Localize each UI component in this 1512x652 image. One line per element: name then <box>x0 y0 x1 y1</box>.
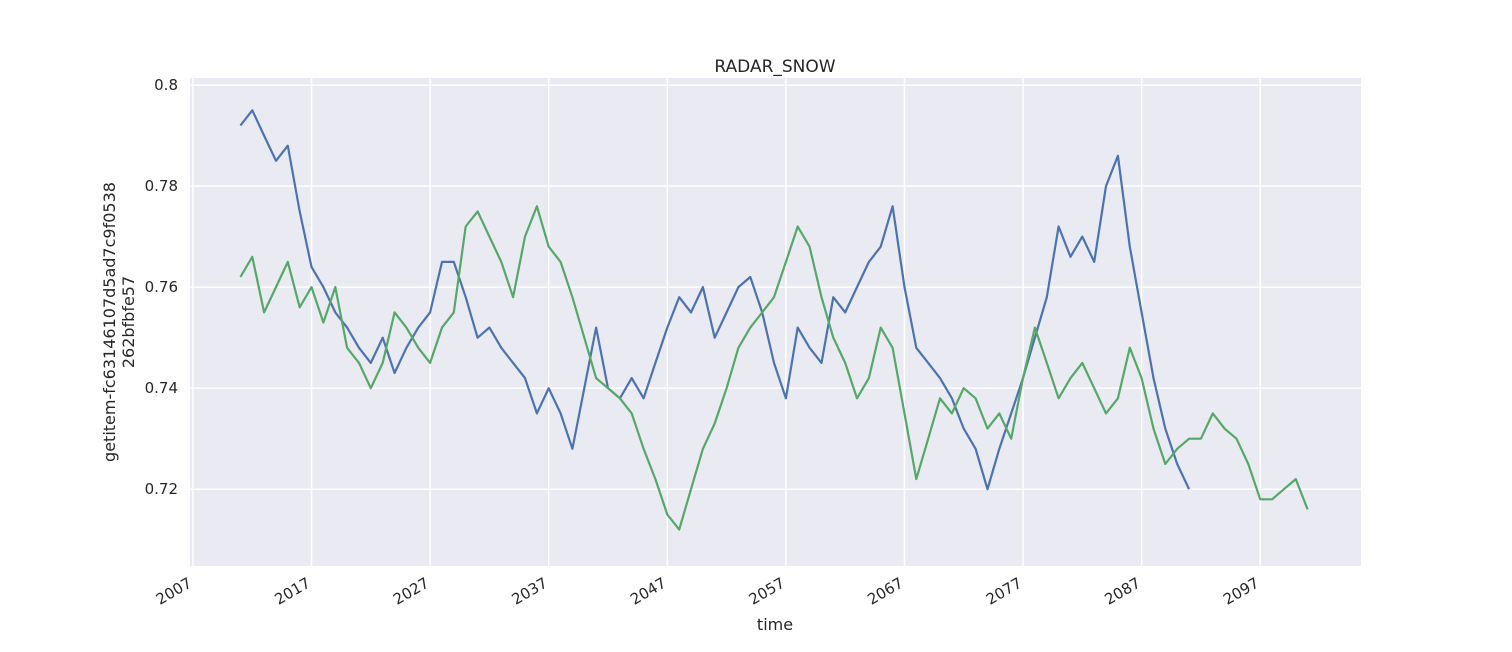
x-tick-label: 2017 <box>271 574 313 609</box>
x-tick-label: 2037 <box>509 574 551 609</box>
x-tick-label: 2097 <box>1220 574 1262 609</box>
series-line <box>239 205 1309 531</box>
x-tick-label: 2077 <box>983 574 1025 609</box>
series-line <box>239 109 1191 491</box>
y-tick-label: 0.74 <box>145 379 178 397</box>
chart-title: RADAR_SNOW <box>714 57 835 77</box>
x-tick-label: 2007 <box>153 574 195 609</box>
x-tick-label: 2047 <box>627 574 669 609</box>
y-axis-label: 262bfbfe57 <box>119 276 138 368</box>
y-tick-label: 0.76 <box>145 278 178 296</box>
plot-area <box>190 78 1361 566</box>
y-tick-label: 0.8 <box>154 76 178 94</box>
x-tick-label: 2087 <box>1102 574 1144 609</box>
x-tick-label: 2027 <box>390 574 432 609</box>
y-axis-label: getitem-fc63146107d5ad7c9f0538 <box>100 182 119 462</box>
x-tick-label: 2067 <box>864 574 906 609</box>
x-axis-label: time <box>757 615 793 634</box>
y-tick-label: 0.78 <box>145 177 178 195</box>
x-tick-label: 2057 <box>746 574 788 609</box>
y-tick-label: 0.72 <box>145 480 178 498</box>
